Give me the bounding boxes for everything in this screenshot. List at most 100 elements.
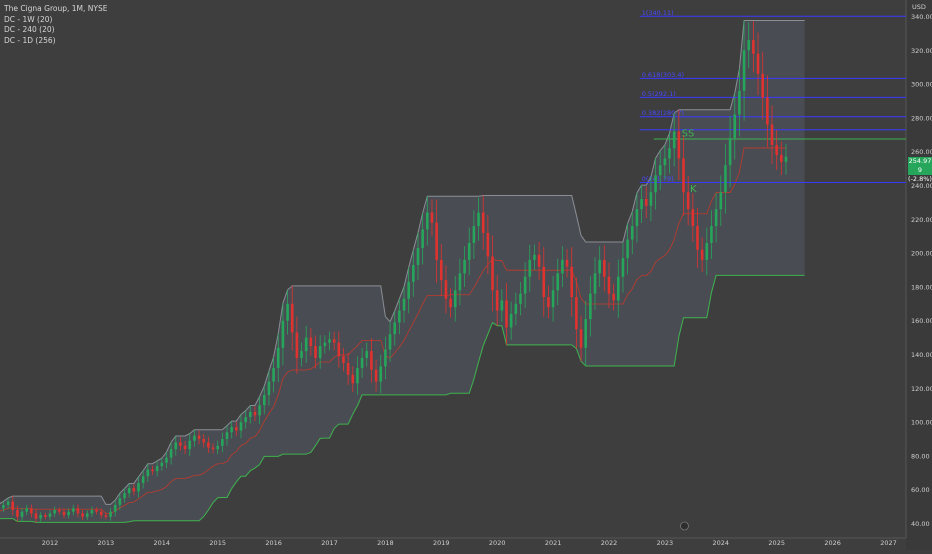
candle-body	[356, 368, 359, 383]
last-price: 254.97	[908, 157, 932, 166]
candle-body	[538, 255, 541, 267]
candle-body	[72, 508, 75, 511]
candle-body	[95, 510, 98, 512]
indicator-label[interactable]: DC - 1D (256)	[4, 36, 107, 47]
candle-body	[296, 333, 299, 358]
candle-body	[650, 192, 653, 206]
candle-body	[556, 273, 559, 290]
y-tick-label: 300.00	[911, 81, 932, 89]
x-tick-label: 2022	[601, 539, 618, 547]
candle-body	[86, 513, 89, 516]
x-tick-label: 2024	[713, 539, 730, 547]
candle-body	[426, 213, 429, 230]
candle-body	[7, 502, 10, 505]
candle-body	[263, 395, 266, 405]
candle-body	[412, 265, 415, 282]
candle-body	[170, 449, 173, 457]
candle-body	[715, 209, 718, 226]
candle-body	[398, 311, 401, 323]
candle-body	[142, 476, 145, 483]
candle-body	[198, 436, 201, 439]
candle-body	[282, 321, 285, 348]
candle-body	[324, 343, 327, 346]
candle-body	[491, 256, 494, 290]
x-tick-label: 2012	[42, 539, 59, 547]
candle-body	[49, 513, 52, 516]
candle-body	[594, 273, 597, 293]
candle-body	[314, 346, 317, 358]
candle-body	[440, 260, 443, 280]
candle-body	[519, 294, 522, 304]
candle-body	[733, 114, 736, 138]
y-tick-label: 280.00	[911, 114, 932, 122]
x-tick-label: 2021	[545, 539, 562, 547]
candle-body	[482, 213, 485, 233]
candle-body	[221, 439, 224, 446]
candle-body	[468, 243, 471, 260]
candle-body	[244, 417, 247, 422]
candle-body	[771, 125, 774, 145]
last-price-change: 9 (-2.8%)	[908, 166, 932, 184]
candle-body	[328, 339, 331, 342]
candle-body	[361, 358, 364, 368]
x-tick-label: 2014	[154, 539, 171, 547]
candle-body	[678, 131, 681, 158]
candle-body	[63, 512, 66, 515]
fib-level-label: 1(340.11)	[642, 9, 674, 17]
candle-body	[785, 157, 788, 162]
candle-body	[473, 226, 476, 243]
candle-body	[100, 512, 103, 515]
candle-body	[407, 282, 410, 299]
candle-body	[277, 348, 280, 368]
candle-body	[105, 515, 108, 517]
y-tick-label: 100.00	[911, 419, 932, 427]
candle-body	[235, 427, 238, 430]
candle-body	[766, 98, 769, 125]
candle-body	[459, 273, 462, 290]
indicator-label[interactable]: DC - 1W (20)	[4, 15, 107, 26]
x-tick-label: 2025	[768, 539, 785, 547]
indicator-label[interactable]: DC - 240 (20)	[4, 25, 107, 36]
candle-body	[165, 458, 168, 463]
candle-body	[617, 277, 620, 301]
candle-body	[291, 304, 294, 333]
candle-body	[25, 508, 28, 511]
candle-body	[780, 155, 783, 162]
candle-body	[53, 510, 56, 513]
candle-body	[91, 510, 94, 513]
candle-body	[403, 299, 406, 311]
candle-body	[212, 447, 215, 449]
candle-body	[761, 74, 764, 98]
candle-body	[128, 488, 131, 493]
candle-body	[775, 145, 778, 155]
candle-body	[659, 165, 662, 175]
candle-body	[542, 267, 545, 297]
x-tick-label: 2023	[657, 539, 674, 547]
candle-body	[286, 304, 289, 321]
candle-body	[421, 229, 424, 248]
candle-body	[77, 508, 80, 513]
candle-body	[524, 277, 527, 294]
candle-body	[156, 466, 159, 471]
candle-body	[724, 165, 727, 192]
candle-body	[379, 366, 382, 381]
candle-body	[160, 463, 163, 466]
x-tick-label: 2018	[377, 539, 394, 547]
candle-body	[654, 175, 657, 192]
candle-body	[16, 510, 19, 517]
candle-body	[533, 255, 536, 260]
candle-body	[631, 226, 634, 240]
candle-body	[710, 226, 713, 243]
candle-body	[561, 260, 564, 274]
candle-body	[477, 213, 480, 227]
fib-level-label: 0.618(303.4)	[642, 71, 684, 79]
candle-body	[719, 192, 722, 209]
chart-annotation: SS	[682, 128, 695, 139]
candle-body	[254, 412, 257, 415]
candle-body	[137, 483, 140, 491]
candle-body	[375, 370, 378, 382]
candle-body	[384, 349, 387, 366]
candle-body	[580, 329, 583, 348]
